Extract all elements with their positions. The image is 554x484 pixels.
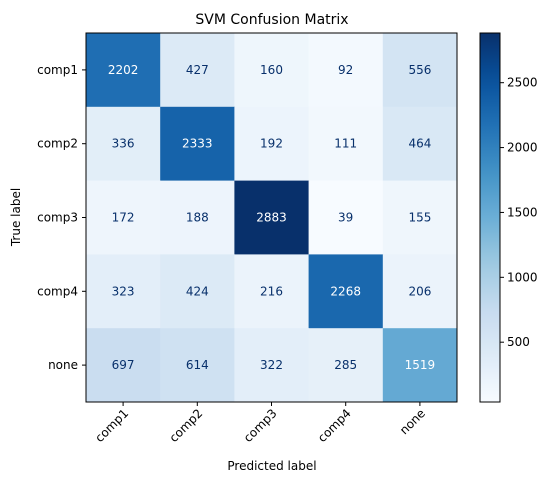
cell-value-label: 336 bbox=[112, 137, 135, 151]
matrix-cell bbox=[382, 33, 458, 108]
matrix-cell bbox=[382, 180, 458, 255]
cell-value-label: 427 bbox=[186, 63, 209, 77]
matrix-cell bbox=[308, 254, 384, 329]
x-axis-label: Predicted label bbox=[227, 459, 316, 473]
matrix-cell bbox=[382, 328, 458, 403]
matrix-cell bbox=[86, 106, 161, 182]
cell-value-label: 464 bbox=[408, 137, 431, 151]
matrix-cell bbox=[160, 106, 235, 182]
y-tick-label: comp2 bbox=[37, 137, 78, 151]
colorbar-tick-label: 1500 bbox=[507, 205, 538, 219]
matrix-cell bbox=[234, 254, 310, 329]
cell-value-label: 155 bbox=[408, 211, 431, 225]
cell-value-label: 160 bbox=[260, 63, 283, 77]
matrix-cell bbox=[234, 328, 310, 403]
colorbar bbox=[479, 32, 501, 403]
cell-value-label: 188 bbox=[186, 211, 209, 225]
colorbar-tick-label: 2500 bbox=[507, 76, 538, 90]
colorbar-tick-label: 1000 bbox=[507, 270, 538, 284]
cell-value-label: 2202 bbox=[108, 63, 139, 77]
matrix-cell bbox=[234, 106, 310, 182]
x-tick-label: comp3 bbox=[241, 406, 280, 445]
cell-value-label: 2333 bbox=[182, 137, 213, 151]
y-tick-label: comp4 bbox=[37, 284, 78, 298]
matrix-cell bbox=[86, 33, 161, 108]
x-tick-label: comp1 bbox=[92, 406, 131, 445]
cell-value-label: 216 bbox=[260, 284, 283, 298]
cell-value-label: 172 bbox=[112, 211, 135, 225]
matrix-cell bbox=[308, 328, 384, 403]
cell-value-label: 556 bbox=[408, 63, 431, 77]
chart-title: SVM Confusion Matrix bbox=[195, 12, 348, 28]
x-tick-label: comp2 bbox=[167, 406, 206, 445]
colorbar-ticks: 500 1000 1500 2000 2500 bbox=[500, 76, 538, 349]
y-tick-label: comp1 bbox=[37, 63, 78, 77]
matrix-cell bbox=[160, 254, 235, 329]
cell-value-label: 322 bbox=[260, 358, 283, 372]
y-tick-label: comp3 bbox=[37, 211, 78, 225]
x-tick-label: comp4 bbox=[315, 406, 354, 445]
matrix-cell bbox=[382, 254, 458, 329]
matrix-cell bbox=[86, 254, 161, 329]
cell-value-label: 1519 bbox=[405, 358, 436, 372]
cell-value-label: 111 bbox=[334, 137, 357, 151]
cell-value-label: 697 bbox=[112, 358, 135, 372]
cell-value-label: 614 bbox=[186, 358, 209, 372]
x-tick-label: none bbox=[397, 406, 428, 437]
y-tick-label: none bbox=[48, 358, 78, 372]
matrix-cell bbox=[234, 180, 310, 255]
cell-value-label: 39 bbox=[338, 211, 353, 225]
cell-value-label: 192 bbox=[260, 137, 283, 151]
matrix-cell bbox=[382, 106, 458, 182]
matrix-cell bbox=[234, 33, 310, 108]
matrix-cells: 2202 427 160 92 556 336 2333 192 111 464 172 188 288… bbox=[86, 33, 458, 403]
matrix-cell bbox=[160, 33, 235, 108]
cell-value-label: 206 bbox=[408, 284, 431, 298]
cell-value-label: 2883 bbox=[256, 211, 287, 225]
matrix-cell bbox=[308, 180, 384, 255]
matrix-cell bbox=[308, 106, 384, 182]
cell-value-label: 285 bbox=[334, 358, 357, 372]
matrix-cell bbox=[308, 33, 384, 108]
cell-value-label: 323 bbox=[112, 284, 135, 298]
matrix-cell bbox=[86, 328, 161, 403]
cell-value-label: 92 bbox=[338, 63, 353, 77]
x-axis-ticks: comp1 comp2 comp3 comp4 none bbox=[92, 402, 428, 445]
cell-value-label: 2268 bbox=[330, 284, 361, 298]
matrix-cell bbox=[86, 180, 161, 255]
matrix-cell bbox=[160, 180, 235, 255]
matrix-cell bbox=[160, 328, 235, 403]
cell-value-label: 424 bbox=[186, 284, 209, 298]
y-axis-ticks: comp1 comp2 comp3 comp4 none bbox=[37, 63, 86, 372]
colorbar-tick-label: 500 bbox=[507, 335, 530, 349]
colorbar-tick-label: 2000 bbox=[507, 141, 538, 155]
y-axis-label: True label bbox=[9, 188, 23, 247]
